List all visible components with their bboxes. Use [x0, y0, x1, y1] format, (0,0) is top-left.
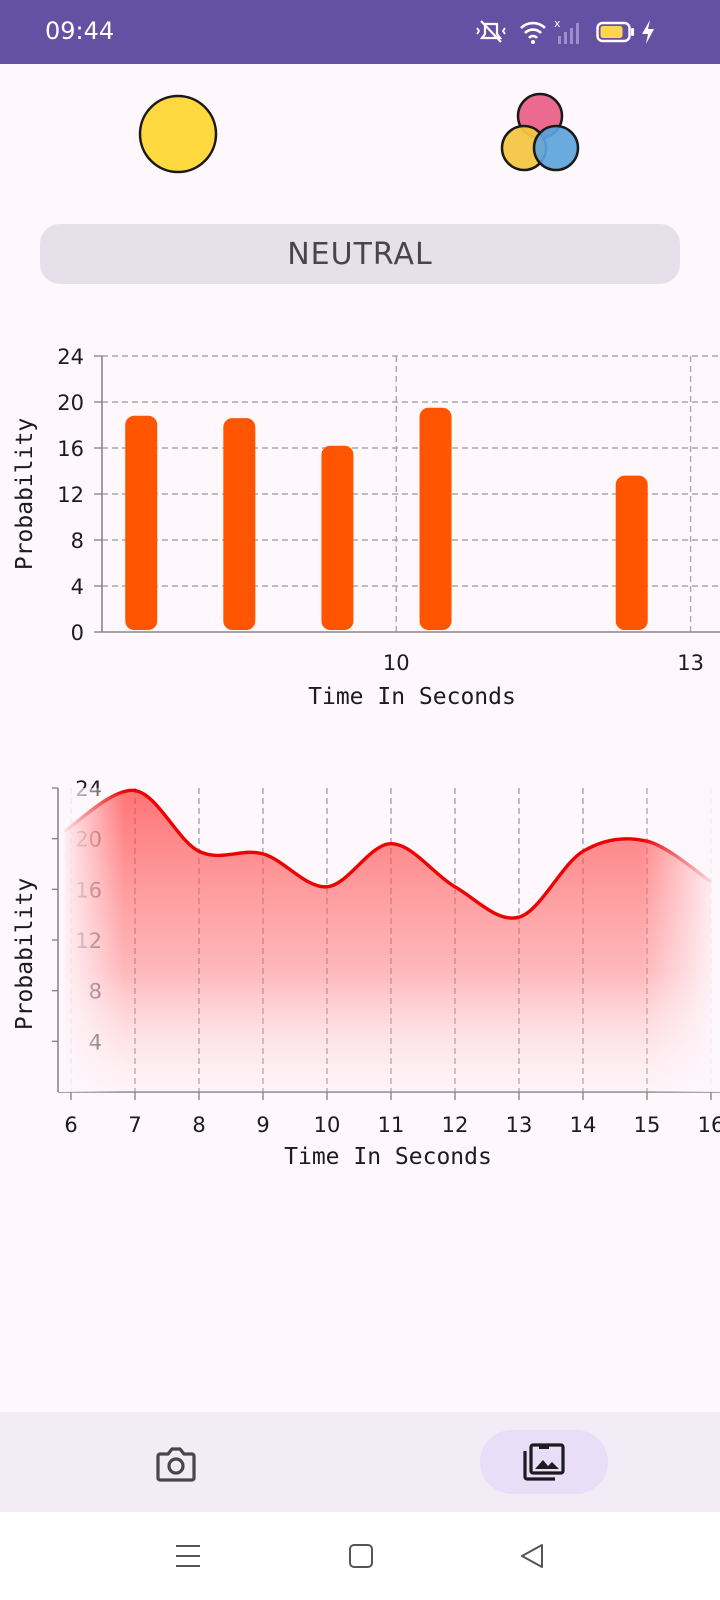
bar [419, 407, 452, 630]
x-tick-label: 15 [634, 1113, 661, 1137]
x-tick-label: 8 [192, 1113, 205, 1137]
edge-fade [59, 788, 720, 1092]
menu-icon[interactable] [174, 1542, 202, 1570]
mute-icon [476, 20, 506, 43]
y-axis-title: Probability [12, 878, 38, 1030]
emotion-label: NEUTRAL [40, 224, 680, 284]
x-axis-title: Time In Seconds [284, 1144, 492, 1170]
y-axis-title: Probability [12, 418, 38, 570]
x-tick-label: 11 [378, 1113, 405, 1137]
x-tick-label: 7 [128, 1113, 141, 1137]
home-icon[interactable] [347, 1542, 375, 1570]
camera-nav-button[interactable] [136, 1436, 216, 1492]
y-tick-label: 16 [57, 437, 84, 461]
y-tick-label: 0 [71, 621, 84, 645]
x-tick-label: 12 [442, 1113, 469, 1137]
wifi-icon [520, 21, 546, 44]
y-tick-label: 24 [57, 345, 84, 369]
x-tick-label: 13 [677, 651, 704, 675]
signal-icon: x [554, 18, 579, 44]
svg-text:x: x [554, 18, 561, 30]
charging-icon [642, 20, 654, 44]
area-chart: 6789101112131415164812162024Time In Seco… [12, 780, 720, 1170]
x-axis-title: Time In Seconds [308, 684, 516, 710]
battery-icon [596, 21, 634, 43]
bar [223, 418, 256, 630]
x-tick-label: 16 [698, 1113, 720, 1137]
system-nav-bar [0, 1512, 720, 1600]
x-tick-label: 13 [506, 1113, 533, 1137]
x-tick-label: 6 [64, 1113, 77, 1137]
x-tick-label: 14 [570, 1113, 597, 1137]
bottom-nav [0, 1412, 720, 1512]
bar [321, 445, 354, 630]
color-emotions-icon[interactable] [500, 92, 580, 176]
status-time: 09:44 [45, 17, 115, 45]
back-icon[interactable] [518, 1542, 546, 1570]
y-tick-label: 8 [71, 529, 84, 553]
gallery-nav-button[interactable] [480, 1430, 608, 1494]
bar-chart: 0 4 8 12 16 20 24 10 13 Time In Seconds Probabilit… [12, 345, 720, 710]
neutral-face-icon[interactable] [138, 94, 218, 174]
bar [125, 415, 158, 630]
y-tick-label: 4 [71, 575, 84, 599]
x-tick-label: 10 [314, 1113, 341, 1137]
gallery-icon [523, 1443, 565, 1481]
x-tick-label: 10 [383, 651, 410, 675]
camera-icon [156, 1447, 196, 1482]
y-tick-label: 12 [57, 483, 84, 507]
bar [615, 475, 648, 630]
y-tick-label: 20 [57, 391, 84, 415]
x-tick-label: 9 [256, 1113, 269, 1137]
status-bar: 09:44 x [0, 0, 720, 64]
